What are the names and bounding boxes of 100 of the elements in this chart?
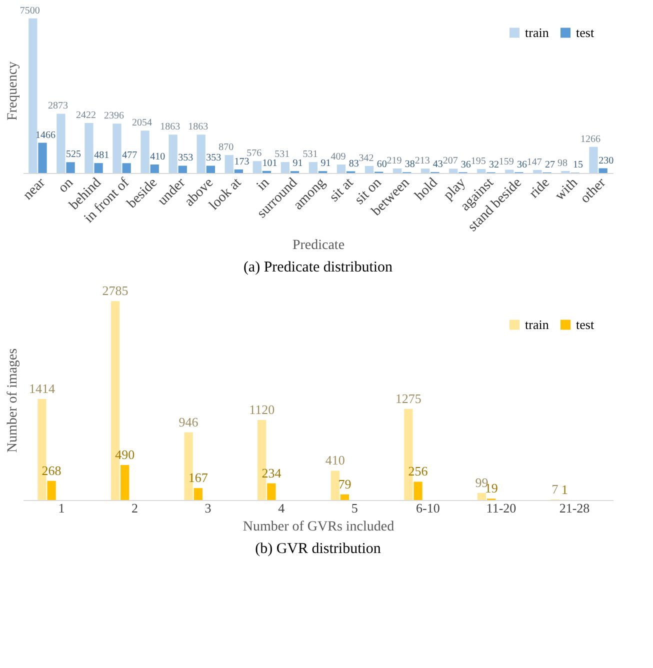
data-label: 213 [414,156,430,167]
data-label: 91 [320,158,331,170]
data-label: 7500 [20,5,40,16]
data-label: 15 [573,160,584,171]
data-label: 7 [552,482,559,496]
bar [120,465,130,500]
bar [533,170,542,173]
bar [477,168,486,173]
data-label: 410 [150,152,166,163]
data-label: 1414 [28,381,56,396]
data-label: 219 [386,155,402,166]
data-label: 159 [498,156,514,168]
legend-label: test [576,24,594,40]
data-label: 27 [545,159,556,170]
data-label: 353 [178,152,194,164]
data-label: 1863 [188,122,208,133]
bar [47,480,56,500]
data-label: 870 [218,142,234,154]
bar [449,168,458,173]
data-label: 946 [178,414,199,430]
bar [589,146,598,173]
data-label: 2396 [104,110,124,122]
bar [330,470,340,500]
bar [340,494,350,500]
bar [28,18,38,173]
x-tick-label: 2 [132,500,138,516]
data-label: 36 [516,159,527,170]
x-tick-label: 21-28 [559,500,590,516]
bar [280,162,290,173]
bar [206,166,215,173]
text: (a) Predicate distribution [243,260,394,276]
data-label: 207 [442,156,458,167]
data-label: 234 [262,465,282,480]
x-tick-label: 6-10 [416,500,440,516]
data-label: 1 [561,482,568,497]
bar [598,168,608,173]
data-label: 531 [302,149,318,160]
bar [84,123,94,173]
data-label: 173 [234,156,250,168]
bar [38,142,47,173]
data-label: 91 [292,158,303,170]
bar [477,492,486,500]
x-tick-label: hold [412,176,441,204]
legend-label: train [525,24,550,40]
data-label: 1863 [160,122,180,133]
data-label: 1275 [395,390,422,406]
bar [224,155,234,173]
bar [194,488,202,500]
x-tick-label: with [552,176,581,204]
data-label: 83 [348,158,359,170]
data-label: 98 [557,158,568,169]
bar [267,483,276,500]
data-label: 101 [262,158,278,169]
x-tick-label: 5 [351,500,358,516]
x-tick-label: 1 [58,500,65,516]
y-axis-title: Number of images [6,348,20,453]
bar [56,114,66,173]
bar [168,134,178,173]
data-label: 2873 [48,100,68,112]
bar [196,134,206,173]
text: (b) GVR distribution [255,541,382,557]
legend-label: train [525,316,550,332]
legend-label: test [576,316,594,332]
data-label: 2785 [102,283,128,298]
x-tick-label: ride [526,176,553,202]
data-label: 1466 [36,130,56,141]
data-label: 2422 [76,110,96,122]
bar [364,166,374,173]
data-label: 531 [274,149,290,160]
bar [505,170,514,173]
x-tick-label: 4 [278,500,286,516]
bar [122,163,131,173]
bar [336,164,346,173]
data-label: 256 [408,464,428,479]
data-label: 353 [206,152,222,164]
data-label: 481 [94,150,110,162]
x-axis-title: Number of GVRs included [242,520,394,534]
x-tick-label: near [20,175,49,204]
data-label: 477 [122,150,138,162]
data-label: 38 [404,159,415,170]
bar [392,168,402,173]
data-label: 2054 [132,118,152,129]
data-label: 1266 [580,134,600,145]
data-label: 1120 [249,402,275,417]
data-label: 409 [330,152,346,163]
bar [234,169,244,173]
bar [421,168,430,173]
data-label: 147 [526,156,542,168]
data-label: 32 [488,159,499,170]
bar [94,163,103,173]
bar [308,162,318,173]
x-tick-label: 11-20 [486,500,516,516]
bar [112,124,122,173]
data-label: 576 [246,148,262,160]
bar [150,164,159,173]
bar [252,161,262,173]
bar [140,130,150,173]
data-label: 195 [470,156,486,167]
bar [414,482,422,500]
data-label: 525 [66,149,82,160]
